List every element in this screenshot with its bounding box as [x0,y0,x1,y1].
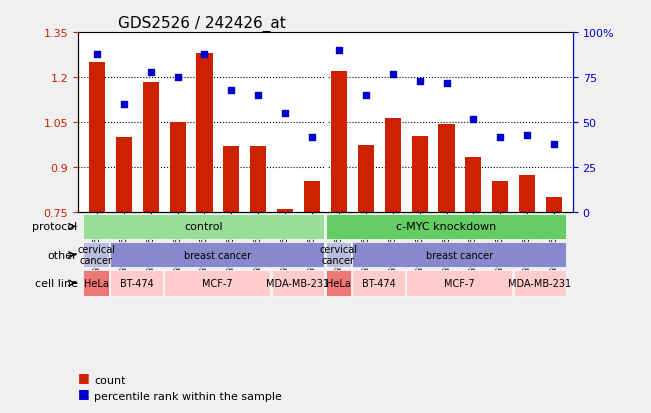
FancyBboxPatch shape [271,271,324,296]
Point [549,141,559,148]
Point [280,111,290,117]
FancyBboxPatch shape [406,271,512,296]
Text: ■: ■ [78,387,90,399]
Text: protocol: protocol [33,222,77,232]
Bar [223,147,240,413]
FancyBboxPatch shape [326,242,351,268]
Bar [143,83,159,413]
Point [146,69,156,76]
FancyBboxPatch shape [111,242,324,268]
Bar [465,157,482,413]
Point [307,134,317,140]
Bar [169,123,186,413]
Text: MDA-MB-231: MDA-MB-231 [508,278,572,288]
Point [118,102,129,108]
Point [226,87,236,94]
Bar [197,54,213,413]
Bar [331,72,347,413]
Text: count: count [94,375,126,385]
FancyBboxPatch shape [83,271,109,296]
Point [415,78,425,85]
Point [361,93,371,99]
Text: ■: ■ [78,370,90,383]
Text: MCF-7: MCF-7 [444,278,475,288]
Point [334,47,344,54]
Point [387,71,398,78]
FancyBboxPatch shape [83,214,324,240]
Text: other: other [48,250,77,260]
Point [495,134,505,140]
Text: breast cancer: breast cancer [184,250,251,260]
Bar [546,198,562,413]
Point [199,51,210,58]
Text: BT-474: BT-474 [120,278,154,288]
FancyBboxPatch shape [111,271,163,296]
Text: percentile rank within the sample: percentile rank within the sample [94,392,283,401]
Bar [89,63,105,413]
Point [441,80,452,87]
Text: HeLa: HeLa [326,278,351,288]
Point [173,75,183,81]
Bar [250,147,266,413]
Text: c-MYC knockdown: c-MYC knockdown [396,222,496,232]
Bar [358,145,374,413]
Bar [116,138,132,413]
FancyBboxPatch shape [352,271,405,296]
Point [253,93,264,99]
Bar [411,136,428,413]
Text: GDS2526 / 242426_at: GDS2526 / 242426_at [118,16,285,32]
Point [468,116,478,123]
Bar [304,181,320,413]
FancyBboxPatch shape [164,271,270,296]
Point [92,51,102,58]
Bar [277,210,293,413]
Text: breast cancer: breast cancer [426,250,493,260]
Bar [492,181,508,413]
Text: control: control [184,222,223,232]
Point [522,132,533,139]
FancyBboxPatch shape [83,242,109,268]
Bar [519,175,535,413]
Text: cervical
cancer: cervical cancer [77,244,115,266]
Text: BT-474: BT-474 [362,278,395,288]
Bar [385,119,401,413]
Text: HeLa: HeLa [84,278,109,288]
Text: MDA-MB-231: MDA-MB-231 [266,278,329,288]
FancyBboxPatch shape [326,271,351,296]
FancyBboxPatch shape [352,242,566,268]
Bar [438,124,454,413]
Text: cell line: cell line [35,278,77,288]
Text: cervical
cancer: cervical cancer [319,244,357,266]
FancyBboxPatch shape [326,214,566,240]
Text: MCF-7: MCF-7 [202,278,232,288]
FancyBboxPatch shape [514,271,566,296]
